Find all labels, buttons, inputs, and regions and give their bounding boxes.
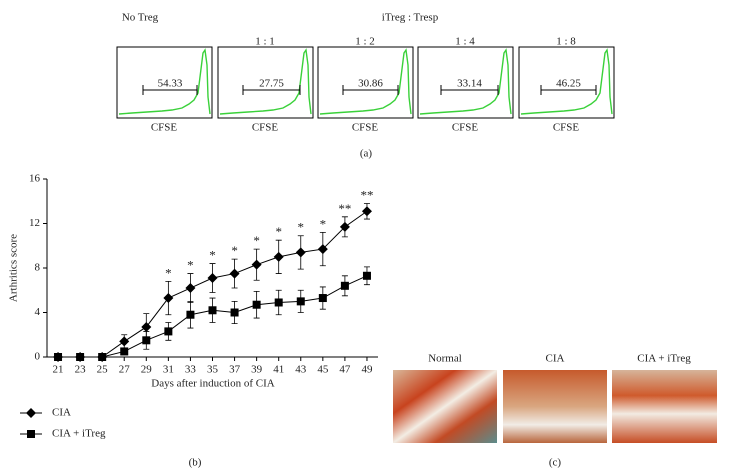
data-point: [339, 221, 350, 232]
data-point: [252, 300, 261, 309]
x-tick-label: 41: [273, 364, 284, 376]
plot-title: 1 : 1: [255, 36, 275, 48]
legend-label: CIA + iTreg: [52, 428, 106, 440]
x-tick-label: 21: [53, 364, 64, 376]
x-tick-label: 49: [361, 364, 373, 376]
significance-label: *: [298, 220, 305, 235]
y-tick-label: 0: [35, 351, 41, 363]
y-tick-label: 16: [29, 173, 41, 185]
panel-label: (c): [549, 457, 562, 469]
data-point: [141, 321, 152, 332]
data-point: [318, 294, 327, 303]
gate-value: 46.25: [556, 78, 581, 90]
histogram-box: [116, 46, 213, 119]
significance-label: *: [275, 224, 282, 239]
histology-image: [393, 370, 497, 443]
x-tick-label: 23: [75, 364, 87, 376]
gate-value: 30.86: [358, 78, 383, 90]
data-point: [76, 353, 85, 361]
significance-label: *: [209, 248, 216, 263]
group-title: iTreg : Tresp: [382, 12, 439, 24]
x-tick-label: 27: [119, 364, 131, 376]
axis-label: CFSE: [452, 122, 479, 134]
x-tick-label: 47: [339, 364, 351, 376]
x-tick-label: 39: [251, 364, 263, 376]
gate-value: 54.33: [158, 78, 183, 90]
panel-a: No Treg iTreg : Tresp (a): [122, 12, 439, 160]
x-axis-label: Days after induction of CIA: [151, 378, 274, 390]
significance-label: *: [165, 265, 172, 280]
histogram-box: [217, 46, 314, 119]
data-point: [186, 310, 195, 319]
panel-label: (b): [189, 457, 202, 469]
data-point: [208, 306, 217, 315]
y-tick-label: 4: [35, 306, 41, 318]
axis-label: CFSE: [151, 122, 178, 134]
axis-label: CFSE: [553, 122, 580, 134]
data-point: [163, 293, 174, 304]
panel-label: (a): [360, 148, 373, 160]
significance-label: *: [231, 243, 238, 258]
y-tick-label: 12: [29, 217, 40, 229]
data-point: [185, 283, 196, 294]
x-tick-label: 43: [295, 364, 307, 376]
data-point: [251, 259, 262, 270]
data-point: [119, 336, 130, 347]
data-point: [230, 308, 239, 317]
data-point: [274, 298, 283, 307]
data-point: [120, 347, 129, 356]
image-title: CIA: [546, 353, 565, 365]
data-point: [98, 353, 107, 361]
data-point: [207, 273, 218, 284]
histogram-box: [417, 46, 514, 119]
axis-label: CFSE: [252, 122, 279, 134]
legend-marker: [27, 430, 35, 438]
data-point: [273, 251, 284, 262]
data-point: [317, 244, 328, 255]
data-point: [229, 268, 240, 279]
significance-label: *: [253, 233, 260, 248]
x-tick-label: 35: [207, 364, 219, 376]
data-point: [361, 206, 372, 217]
gate-value: 33.14: [457, 78, 482, 90]
x-tick-label: 37: [229, 364, 241, 376]
plot-title: No Treg: [122, 12, 159, 24]
axis-label: CFSE: [352, 122, 379, 134]
y-tick-label: 8: [35, 262, 41, 274]
significance-label: *: [187, 258, 194, 273]
legend-label: CIA: [52, 407, 71, 419]
histology-image: [503, 370, 607, 443]
significance-label: *: [320, 216, 327, 231]
x-tick-label: 25: [97, 364, 109, 376]
histogram-box: [317, 46, 414, 119]
data-point: [295, 247, 306, 258]
y-axis-label: Arthritics score: [8, 234, 20, 302]
significance-label: **: [360, 187, 373, 202]
plot-title: 1 : 8: [556, 36, 576, 48]
histogram-box: [518, 46, 615, 119]
legend-marker: [26, 408, 36, 418]
significance-label: **: [338, 201, 351, 216]
data-point: [296, 297, 305, 306]
histology-image: [612, 370, 717, 443]
panel-c: Normal CIA CIA + iTreg (c): [393, 353, 717, 469]
gate-value: 27.75: [259, 78, 284, 90]
x-tick-label: 45: [317, 364, 329, 376]
image-title: Normal: [428, 353, 462, 365]
image-title: CIA + iTreg: [637, 353, 691, 365]
x-tick-label: 29: [141, 364, 153, 376]
x-tick-label: 31: [163, 364, 174, 376]
data-point: [142, 336, 151, 345]
x-tick-label: 33: [185, 364, 197, 376]
plot-title: 1 : 4: [455, 36, 475, 48]
plot-title: 1 : 2: [355, 36, 375, 48]
data-point: [362, 271, 371, 280]
data-point: [164, 327, 173, 336]
data-point: [340, 281, 349, 290]
data-point: [54, 353, 63, 361]
